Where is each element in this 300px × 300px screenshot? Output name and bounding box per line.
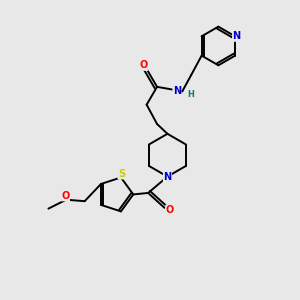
Text: N: N [232, 31, 241, 41]
Text: N: N [173, 86, 181, 96]
Text: O: O [61, 191, 70, 201]
Text: S: S [118, 169, 125, 179]
Text: N: N [164, 172, 172, 182]
Text: O: O [166, 205, 174, 215]
Text: H: H [187, 90, 194, 99]
Text: O: O [140, 60, 148, 70]
